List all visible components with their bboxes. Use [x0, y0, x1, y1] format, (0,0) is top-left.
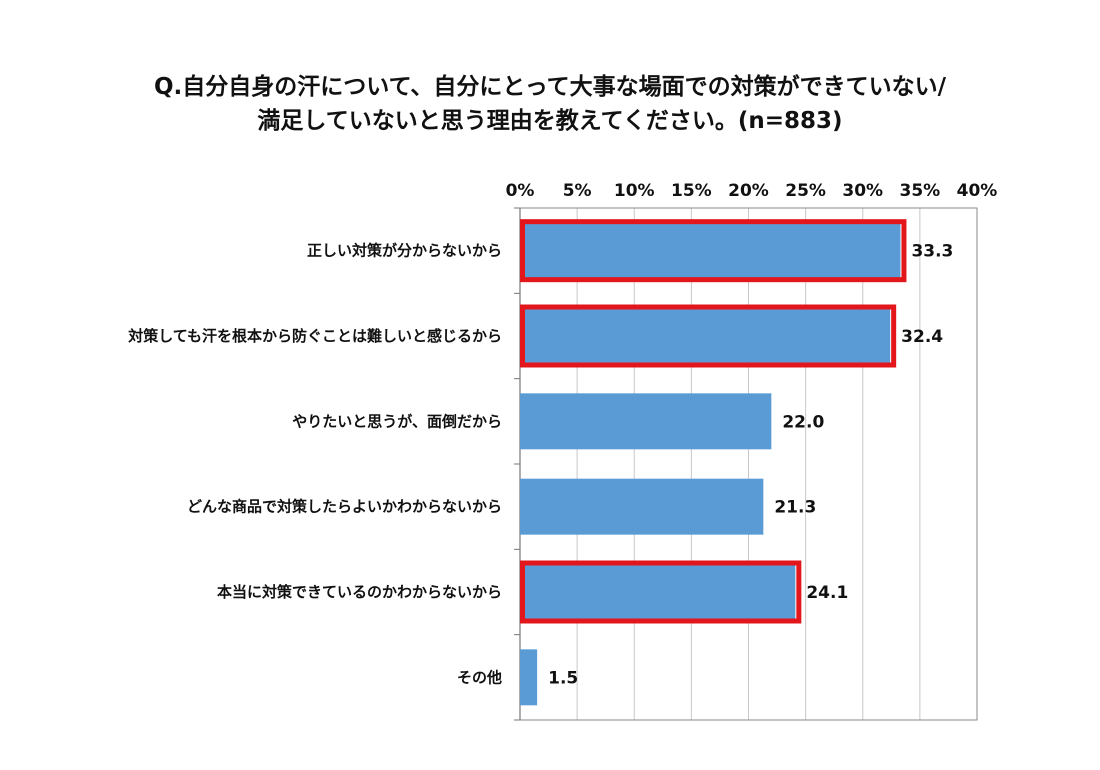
- bar-highlight-frame: [520, 560, 802, 624]
- value-label: 24.1: [806, 583, 848, 603]
- x-tick-label: 20%: [728, 181, 769, 201]
- category-label: その他: [457, 668, 502, 686]
- bar: [520, 649, 538, 706]
- bar: [520, 564, 796, 620]
- category-label: 対策しても汗を根本から防ぐことは難しいと感じるから: [127, 327, 502, 345]
- bar: [520, 308, 891, 364]
- value-label: 32.4: [901, 327, 943, 347]
- category-label: やりたいと思うが、面倒だから: [292, 412, 502, 430]
- value-label: 1.5: [548, 668, 578, 688]
- bar: [520, 222, 901, 279]
- x-tick-label: 35%: [900, 181, 941, 201]
- x-tick-label: 0%: [506, 181, 535, 201]
- chart-title-line1: Q.自分自身の汗について、自分にとって大事な場面での対策ができていない/: [153, 74, 946, 100]
- x-tick-label: 25%: [785, 181, 826, 201]
- x-tick-label: 30%: [842, 181, 883, 201]
- category-label: どんな商品で対策したらよいかわからないから: [187, 498, 502, 516]
- value-label: 21.3: [774, 498, 816, 518]
- category-label: 本当に対策できているのかわからないから: [217, 583, 502, 601]
- value-label: 22.0: [782, 412, 824, 432]
- x-tick-label: 15%: [671, 181, 712, 201]
- value-label: 33.3: [911, 242, 953, 262]
- bar-highlight-frame: [520, 304, 897, 368]
- x-tick-label: 5%: [563, 181, 592, 201]
- bar-highlight-frame: [520, 219, 907, 283]
- bar: [520, 393, 772, 450]
- bar: [520, 478, 764, 535]
- x-tick-label: 40%: [957, 181, 998, 201]
- chart-title-line2: 満足していないと思う理由を教えてください。(n=883): [257, 108, 843, 134]
- category-label: 正しい対策が分からないから: [307, 242, 502, 260]
- x-tick-label: 10%: [614, 181, 655, 201]
